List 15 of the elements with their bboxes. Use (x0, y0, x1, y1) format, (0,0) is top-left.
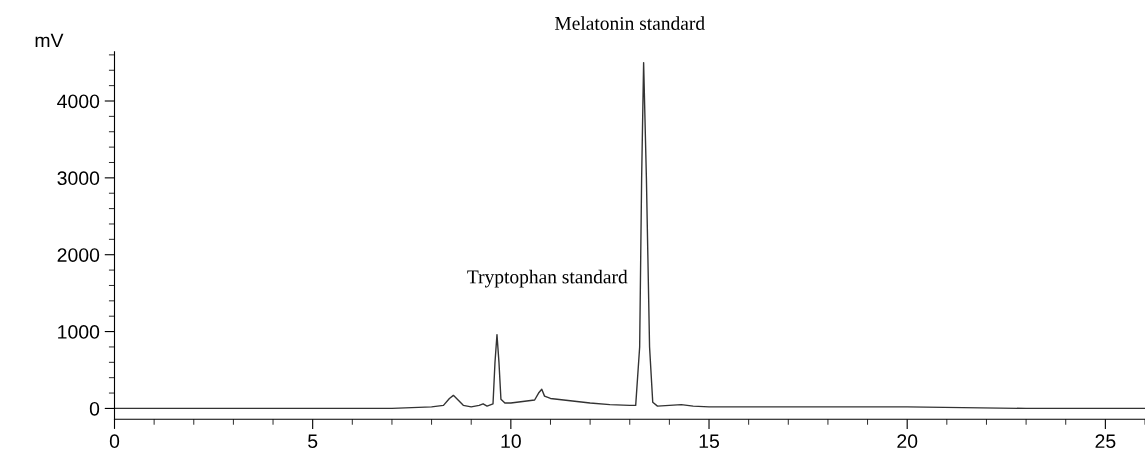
annotation: Tryptophan standard (467, 269, 628, 288)
x-tick-label: 10 (501, 434, 521, 449)
x-tick-label: 5 (308, 434, 318, 449)
text: Melatonin standard (554, 16, 705, 30)
x-tick-label: 15 (699, 434, 720, 449)
x-tick-label: 25 (1095, 434, 1116, 449)
y-axis-title: mV (35, 33, 64, 48)
y-tick-label: 3000 (57, 171, 100, 186)
x-tick-label: 20 (897, 434, 918, 449)
line-series (114, 61, 1145, 410)
y-tick-label: 1000 (58, 325, 100, 339)
y-tick-label: 0 (89, 401, 100, 416)
x-tick-label: 0 (109, 434, 120, 449)
y-tick-label: 4000 (57, 94, 100, 109)
y-tick-label: 2000 (57, 248, 100, 262)
